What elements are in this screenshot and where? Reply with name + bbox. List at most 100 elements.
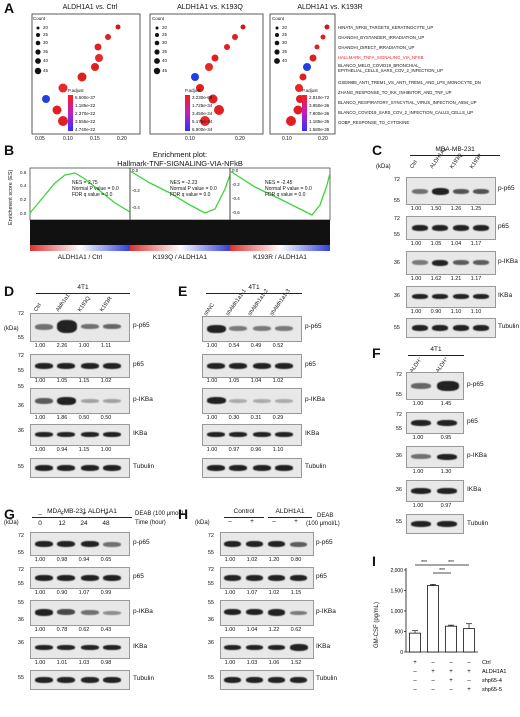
- blot-d-ikba: [30, 424, 130, 446]
- mw-marker: 36: [395, 487, 402, 493]
- panel-b-title1: Enrichment plot:: [152, 150, 208, 159]
- mw-marker: 55: [17, 335, 24, 341]
- panel-g-header-line: [32, 517, 132, 518]
- row-sign: –: [431, 678, 435, 684]
- panel-label-c: C: [372, 142, 383, 158]
- blot-g-p65: [30, 567, 130, 589]
- lane-label: shNC: [203, 302, 216, 317]
- quant-d-ikba: 0.94: [56, 447, 68, 453]
- protein-label: p65: [467, 418, 478, 425]
- mw-marker: 55: [17, 368, 24, 374]
- quant-d-p65: 1.05: [56, 378, 68, 384]
- deab-sign: +: [294, 518, 298, 525]
- quant-e-ikba: 1.00: [206, 447, 218, 453]
- panel-b-title2: Hallmark-TNF-SIGNALING-VIA-NFkB: [117, 159, 243, 168]
- quant-g-pp65: 0.65: [100, 557, 112, 563]
- blot-g-ikba: [30, 637, 130, 659]
- blot-d-tubulin: [30, 458, 130, 478]
- quant-f-pikba: 1.00: [412, 469, 424, 475]
- panel-c-header-line: [410, 155, 500, 156]
- panel-a-dotplots: [31, 13, 336, 135]
- blot-h-ikba: [220, 637, 314, 659]
- mw-marker: 72: [393, 177, 400, 183]
- mw-marker: 72: [17, 353, 24, 359]
- quant-g-ikba: 1.01: [56, 660, 68, 666]
- bar: [409, 632, 421, 653]
- protein-label: Tubulin: [467, 520, 489, 527]
- time-value: 24: [80, 520, 88, 527]
- quant-c-pikba: 1.00: [410, 276, 422, 282]
- row-sign: +: [467, 687, 471, 693]
- quant-f-p65: 1.00: [412, 435, 424, 441]
- blot-g-pikba: [30, 600, 130, 626]
- protein-label: p-p65: [498, 185, 515, 192]
- a2-count: 20: [162, 25, 168, 30]
- quant-c-ikba: 1.10: [450, 309, 462, 315]
- protein-label: IKBa: [498, 292, 513, 299]
- quant-h-ikba: 1.03: [246, 660, 258, 666]
- row-sign: +: [449, 669, 453, 675]
- blot-c-pp65: [406, 177, 496, 205]
- term: HINATA_NFKB_TARGETS_KERATINOCYTE_UP: [338, 25, 434, 30]
- deab-sign: +: [104, 511, 108, 518]
- a3-count: 40: [282, 58, 288, 63]
- mw-marker: 36: [207, 640, 214, 646]
- a2-padj: 3.450e-34: [192, 111, 213, 116]
- mw-marker: 72: [395, 412, 402, 418]
- a1-padj: 3.555e-22: [75, 119, 96, 124]
- protein-label: p-IKBa: [133, 608, 153, 615]
- quant-h-p65: 1.07: [246, 590, 258, 596]
- mw-marker: 36: [393, 293, 400, 299]
- sig-label: ***: [439, 568, 445, 574]
- quant-g-ikba: 0.98: [100, 660, 112, 666]
- a3-padj: 1.580e-35: [309, 127, 330, 132]
- b2-stats: NES = -2.23 Normal P value = 0.0 FDR q v…: [170, 180, 217, 198]
- a2-xtick: 0.20: [235, 136, 245, 142]
- panel-a3-title: ALDH1A1 vs. K193R: [297, 4, 363, 11]
- a1-padj-label: P.adjust: [68, 88, 84, 93]
- mw-marker: 36: [395, 453, 402, 459]
- quant-h-pikba: 1.04: [246, 627, 258, 633]
- mw-marker: 55: [17, 675, 24, 681]
- quant-c-ikba: 1.00: [410, 309, 422, 315]
- quant-d-pikba: 0.50: [100, 415, 112, 421]
- protein-label: Tubulin: [305, 463, 327, 470]
- panel-c-kda: (kDa): [376, 164, 391, 170]
- panel-b-gsea-plots: [29, 167, 331, 251]
- protein-label: p-p65: [467, 381, 484, 388]
- mw-marker: 36: [207, 617, 214, 623]
- quant-g-ikba: 1.03: [78, 660, 90, 666]
- a3-count-label: Count: [272, 16, 285, 21]
- quant-h-p65: 1.15: [290, 590, 302, 596]
- quant-e-pikba: 0.31: [250, 415, 262, 421]
- mw-marker: 55: [395, 519, 402, 525]
- mw-marker: 55: [395, 392, 402, 398]
- row-sign: +: [413, 660, 417, 666]
- quant-e-p65: 1.04: [250, 378, 262, 384]
- blot-e-ikba: [202, 424, 302, 446]
- blot-e-pikba: [202, 388, 302, 414]
- quant-h-pikba: 1.22: [268, 627, 280, 633]
- mw-marker: 55: [17, 384, 24, 390]
- quant-e-p65: 1.00: [206, 378, 218, 384]
- a1-padj: 4.740e-22: [75, 127, 96, 132]
- row-sign: –: [449, 660, 453, 666]
- term: ZHANG_RESPONSE_TO_IKK_INHIBITOR_AND_TNF_…: [338, 90, 452, 95]
- a1-xtick: 0.05: [35, 136, 45, 142]
- a1-count: 35: [43, 49, 49, 54]
- term: GHANDHI_DIRECT_IRRADIATION_UP: [338, 45, 415, 50]
- term: EPITHELIAL_CELLS_SARS_COV_2_INFECTION_UP: [338, 68, 443, 73]
- blot-d-p65: [30, 354, 130, 378]
- term: GHANDHI_BYSTANDER_IRRADIATION_UP: [338, 35, 425, 40]
- term: BLANCO_MELO_COVID19_BRONCHIAL_: [338, 63, 421, 68]
- mw-marker: 55: [207, 675, 214, 681]
- a1-count: 45: [43, 68, 49, 73]
- b2-p: Normal P value = 0.0: [170, 186, 217, 192]
- blot-c-pikba: [406, 251, 496, 275]
- quant-g-pikba: 0.62: [78, 627, 90, 633]
- y-tick-label: 500: [395, 630, 404, 636]
- b3-ytick: -0.4: [232, 196, 240, 201]
- b1-ytick: 0.4: [20, 183, 27, 188]
- protein-label: p-p65: [316, 539, 333, 546]
- mw-marker: 36: [17, 428, 24, 434]
